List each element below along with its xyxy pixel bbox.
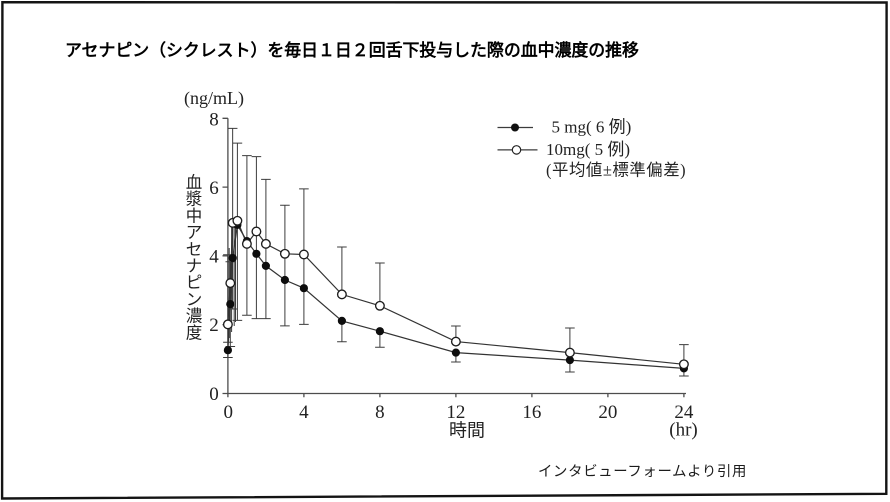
svg-text:セ: セ [186,240,203,259]
svg-text:24: 24 [674,402,694,423]
svg-text:血: 血 [186,173,203,192]
svg-text:16: 16 [522,402,541,423]
svg-text:0: 0 [223,402,233,423]
svg-text:12: 12 [446,402,465,423]
svg-text:ナ: ナ [186,257,203,276]
svg-text:時間: 時間 [449,421,485,441]
svg-text:0: 0 [209,384,219,405]
svg-text:(ng/mL): (ng/mL) [184,88,244,109]
svg-text:8: 8 [375,402,385,423]
svg-text:ン: ン [186,290,203,309]
svg-text:(平均値±標準偏差): (平均値±標準偏差) [546,161,686,180]
svg-text:5 mg( 6 例): 5 mg( 6 例) [552,117,632,136]
svg-text:2: 2 [209,315,219,336]
svg-text:中: 中 [186,206,203,225]
svg-text:20: 20 [598,402,617,423]
svg-text:4: 4 [209,247,219,268]
svg-text:ピ: ピ [186,273,203,292]
svg-text:濃: 濃 [186,307,203,326]
svg-text:度: 度 [186,323,203,342]
svg-text:8: 8 [209,110,219,131]
svg-text:6: 6 [209,178,219,199]
svg-text:4: 4 [299,402,309,423]
svg-text:(hr): (hr) [669,420,697,441]
svg-text:10mg( 5 例): 10mg( 5 例) [546,140,630,159]
svg-text:漿: 漿 [186,190,203,209]
svg-text:ア: ア [186,223,203,242]
